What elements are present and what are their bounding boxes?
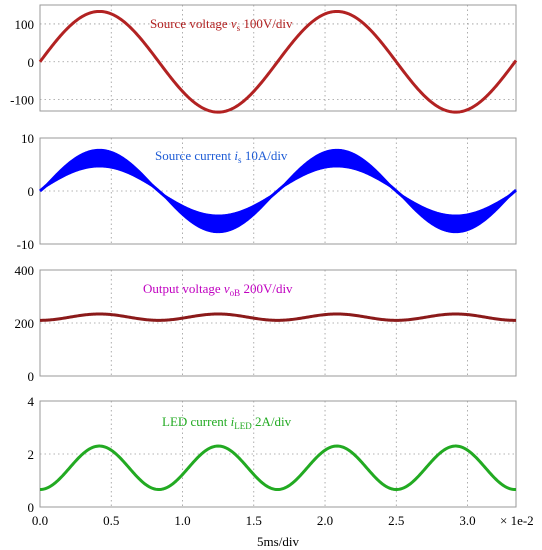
- series-line: [39, 444, 517, 492]
- panel-led-current: 4 2 0 LED current iLED 2A/div: [28, 394, 517, 515]
- grid: [40, 401, 516, 507]
- x-tick-label: 1.5: [246, 513, 262, 528]
- x-tick-label: 3.0: [459, 513, 475, 528]
- grid: [40, 5, 516, 111]
- series-line: [38, 9, 518, 114]
- y-tick-label: 10: [21, 131, 34, 146]
- y-tick-label: -10: [17, 237, 34, 252]
- x-tick-label: 0.5: [103, 513, 119, 528]
- x-axis-label: 5ms/div: [257, 534, 299, 549]
- y-tick-label: 200: [15, 316, 35, 331]
- y-tick-label: 0: [28, 500, 35, 515]
- y-tick-label: 400: [15, 263, 35, 278]
- y-tick-label: 2: [28, 447, 35, 462]
- trace-layer: [39, 148, 517, 234]
- y-tick-label: 0: [28, 55, 35, 70]
- grid: [40, 270, 516, 376]
- trace-layer: [39, 444, 517, 492]
- trace-annotation: LED current iLED 2A/div: [162, 414, 292, 431]
- panel-source-voltage: 100 0 -100 Source voltage vs 100V/div: [10, 4, 518, 114]
- y-tick-label: 0: [28, 184, 35, 199]
- y-tick-labels: 10 0 -10: [17, 131, 34, 252]
- x-tick-label: 2.5: [388, 513, 404, 528]
- trace-annotation: Output voltage voB 200V/div: [143, 281, 293, 298]
- trace-layer: [38, 9, 518, 114]
- y-tick-labels: 100 0 -100: [10, 17, 34, 108]
- series-line: [39, 156, 517, 226]
- x-scale-label: × 1e-2: [500, 513, 534, 528]
- y-tick-label: 100: [15, 17, 35, 32]
- x-tick-label: 0.0: [32, 513, 48, 528]
- y-tick-labels: 4 2 0: [28, 394, 35, 515]
- y-tick-label: 0: [28, 369, 35, 384]
- trace-annotation: Source voltage vs 100V/div: [150, 16, 293, 33]
- x-tick-label: 1.0: [174, 513, 190, 528]
- plot-frame: [39, 4, 517, 112]
- trace-layer: [39, 312, 517, 322]
- trace-annotation: Source current is 10A/div: [155, 148, 288, 165]
- series-line: [39, 312, 517, 322]
- panel-source-current: 10 0 -10 Source current is 10A/div: [17, 131, 517, 252]
- y-tick-labels: 400 200 0: [15, 263, 35, 384]
- y-tick-label: 4: [28, 394, 35, 409]
- x-axis: 0.0 0.5 1.0 1.5 2.0 2.5 3.0: [32, 513, 476, 528]
- grid: [40, 138, 516, 244]
- y-tick-label: -100: [10, 93, 34, 108]
- x-tick-label: 2.0: [317, 513, 333, 528]
- panel-output-voltage: 400 200 0 Output voltage voB 200V/div: [15, 263, 517, 384]
